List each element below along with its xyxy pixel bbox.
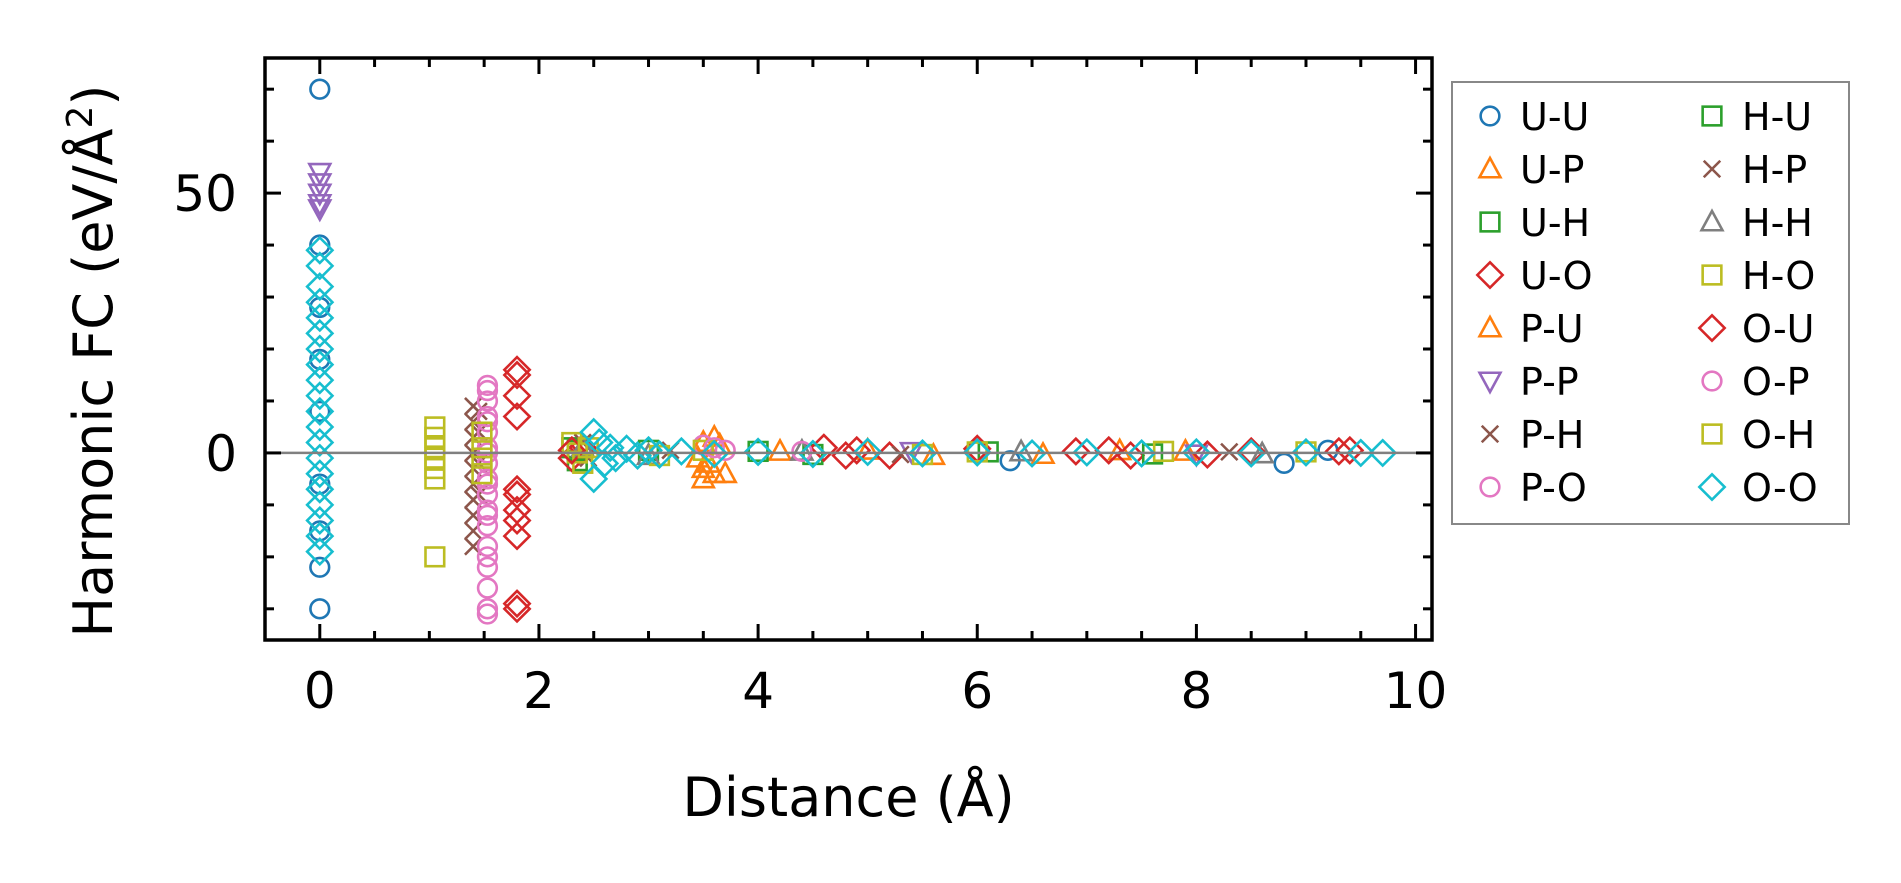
axes-frame [265, 58, 1432, 640]
plot-frame [265, 58, 1432, 640]
marker-o-o [307, 492, 332, 517]
legend-label-h-u: H-U [1742, 95, 1812, 139]
y-axis-label-superscript: 2 [60, 106, 101, 129]
marker-o-o [307, 368, 332, 393]
marker-u-u [310, 80, 329, 99]
marker-o-o [307, 383, 332, 408]
marker-u-u [310, 558, 329, 577]
data-markers [307, 80, 1395, 624]
marker-p-u [770, 440, 791, 459]
marker-o-o [307, 321, 332, 346]
y-axis-label-tail: ) [62, 85, 125, 106]
legend-label-u-o: U-O [1520, 254, 1593, 298]
x-tick-label: 4 [742, 662, 774, 720]
x-tick-label: 8 [1181, 662, 1213, 720]
y-axis-label: Harmonic FC (eV/Å2) [60, 85, 126, 638]
legend-label-h-o: H-O [1742, 254, 1815, 298]
axis-ticks [265, 58, 1432, 640]
legend-label-p-h: P-H [1520, 413, 1584, 457]
marker-p-o [478, 579, 497, 598]
legend-label-h-h: H-H [1742, 201, 1813, 245]
marker-u-o [504, 508, 529, 533]
x-tick-label: 6 [961, 662, 993, 720]
marker-o-o [307, 430, 332, 455]
legend-label-u-h: U-H [1520, 201, 1590, 245]
x-tick-label: 0 [304, 662, 336, 720]
legend-label-h-p: H-P [1742, 148, 1807, 192]
marker-u-o [504, 523, 529, 548]
y-tick-label: 0 [205, 425, 237, 483]
y-tick-label: 50 [173, 165, 237, 223]
x-tick-label: 2 [523, 662, 555, 720]
legend-label-u-u: U-U [1520, 95, 1589, 139]
legend-label-p-p: P-P [1520, 360, 1579, 404]
legend-label-p-o: P-O [1520, 466, 1587, 510]
marker-o-o [307, 414, 332, 439]
marker-h-o [425, 548, 444, 567]
x-axis-label: Distance (Å) [682, 765, 1014, 829]
marker-u-u [1275, 454, 1294, 473]
legend-label-p-u: P-U [1520, 307, 1584, 351]
x-tick-label: 10 [1384, 662, 1448, 720]
legend: U-U U-P U-H U-O P-U P-P P-H P-O H-U H-P H-H H-O O-U O… [1452, 82, 1849, 524]
legend-label-o-u: O-U [1742, 307, 1815, 351]
y-axis-label-main: Harmonic FC (eV/Å [61, 128, 125, 637]
legend-label-o-h: O-H [1742, 413, 1815, 457]
legend-label-o-o: O-O [1742, 466, 1818, 510]
legend-label-o-p: O-P [1742, 360, 1810, 404]
marker-u-u [310, 599, 329, 618]
marker-o-o [307, 445, 332, 470]
legend-label-u-p: U-P [1520, 148, 1584, 192]
marker-o-o [307, 539, 332, 564]
